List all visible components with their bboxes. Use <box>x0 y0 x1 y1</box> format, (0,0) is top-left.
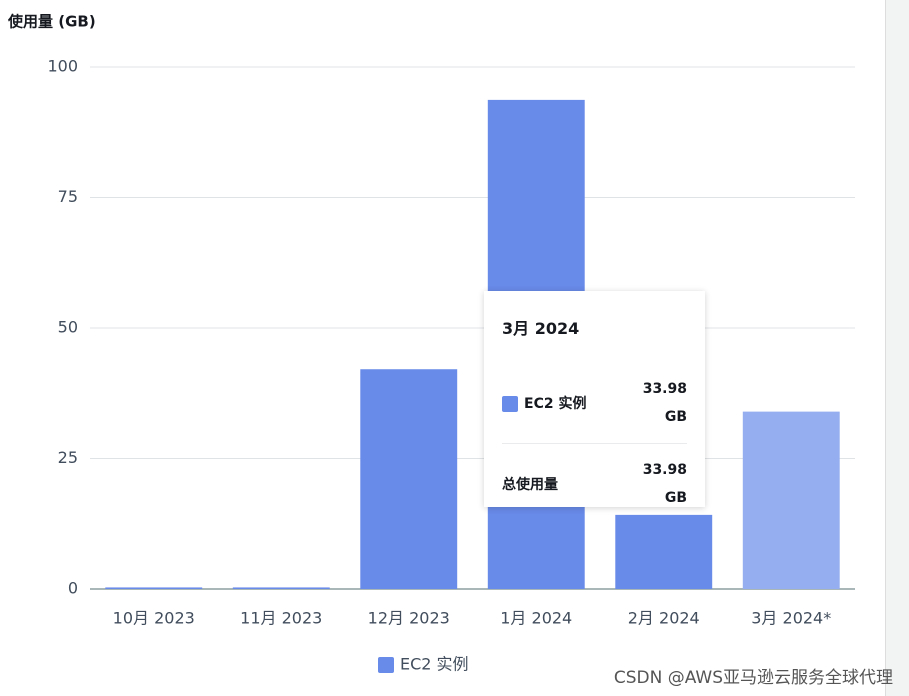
x-tick-label: 1月 2024 <box>500 609 572 628</box>
tooltip-series: EC2 实例 <box>524 396 587 412</box>
x-tick-label: 2月 2024 <box>628 609 700 628</box>
bar <box>232 587 330 589</box>
divider <box>502 443 687 444</box>
y-tick-label: 0 <box>68 579 78 598</box>
x-tick-label: 12月 2023 <box>368 609 450 628</box>
y-tick-label: 50 <box>58 318 78 337</box>
scrollbar[interactable] <box>885 0 909 696</box>
bar <box>360 369 458 589</box>
tooltip-total: 总使用量 33.98 GB <box>502 456 687 512</box>
total-label: 总使用量 <box>502 477 558 493</box>
tooltip-title: 3月 2024 <box>502 319 580 338</box>
legend-label: EC2 实例 <box>400 655 469 674</box>
tooltip-row: EC2 实例 33.98 GB <box>502 375 687 431</box>
tooltip: 3月 2024 EC2 实例 33.98 GB 总使用量 33.98 GB <box>484 291 705 507</box>
x-tick-label: 11月 2023 <box>240 609 322 628</box>
y-tick-label: 100 <box>47 57 78 76</box>
y-axis-title: 使用量 (GB) <box>7 13 96 31</box>
tooltip-value: 33.98 GB <box>642 381 687 425</box>
legend-swatch <box>378 657 394 673</box>
x-tick-label: 3月 2024* <box>751 609 831 628</box>
watermark: CSDN @AWS亚马逊云服务全球代理 <box>613 668 893 688</box>
bar <box>742 411 840 589</box>
swatch <box>502 396 518 412</box>
bar <box>615 514 713 589</box>
bar <box>105 587 203 589</box>
x-tick-label: 10月 2023 <box>113 609 195 628</box>
y-tick-label: 25 <box>58 448 78 467</box>
y-tick-label: 75 <box>58 187 78 206</box>
total-value: 33.98 GB <box>642 462 687 506</box>
